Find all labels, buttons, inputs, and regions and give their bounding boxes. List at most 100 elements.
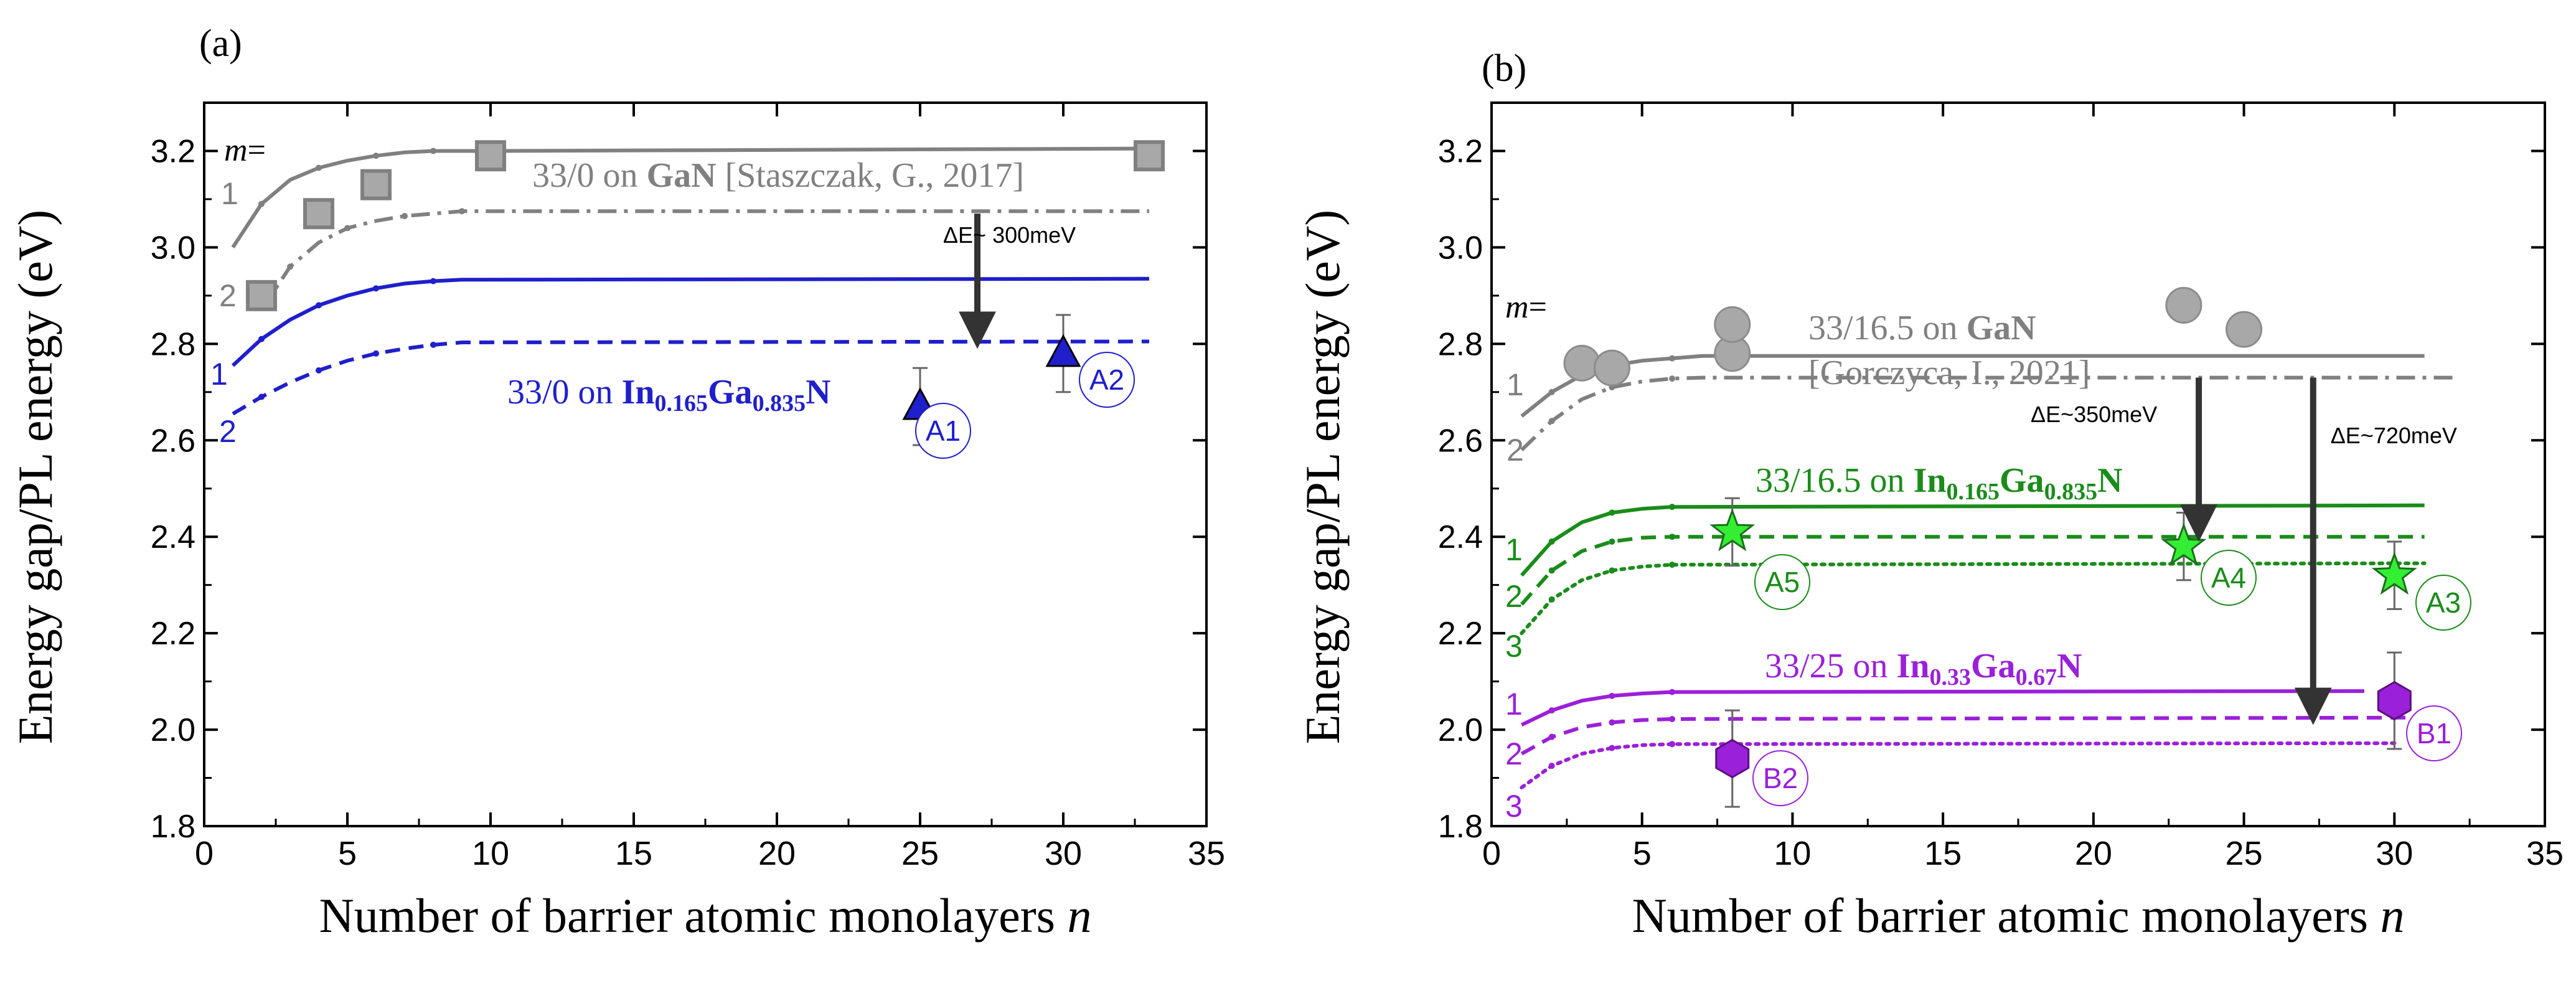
x-tick-label: 10	[1774, 835, 1811, 872]
calc-point	[258, 336, 265, 342]
series-line-m3	[1520, 741, 2397, 789]
delta-e-label: ΔE~ 300meV	[943, 222, 1076, 248]
sample-label-circle	[1754, 554, 1810, 610]
data-marker-square	[360, 169, 392, 200]
x-tick-label: 0	[195, 835, 214, 872]
sample-label: A1	[926, 415, 961, 447]
series-m-label: 2	[1505, 579, 1523, 614]
calc-point	[1548, 538, 1555, 545]
x-tick-label: 15	[615, 835, 652, 872]
series-line-m2	[1520, 375, 2455, 451]
x-tick-label: 0	[1482, 835, 1501, 872]
series-m-label: 1	[1505, 532, 1523, 567]
x-tick-label: 20	[758, 835, 796, 872]
series-m-label: 1	[221, 176, 238, 211]
sample-label: A3	[2426, 586, 2461, 619]
calc-point	[402, 213, 408, 220]
data-marker-hexagon	[1715, 738, 1750, 779]
calc-point	[430, 278, 436, 285]
m-label: m=	[1505, 289, 1547, 325]
sample-label: A5	[1765, 566, 1800, 598]
y-tick-label: 2.4	[151, 519, 195, 555]
calc-point	[373, 350, 379, 357]
calc-point	[287, 263, 293, 270]
sample-label: A2	[1089, 364, 1124, 396]
y-tick-label: 2.6	[151, 423, 195, 459]
x-tick-label: 20	[2075, 835, 2112, 872]
delta-e-label: ΔE~350meV	[2031, 402, 2157, 427]
y-tick-label: 2.0	[1438, 712, 1483, 748]
group-label: 33/16.5 on In0.165​Ga0.835​N	[1756, 461, 2123, 505]
x-tick-label: 5	[1633, 835, 1652, 872]
calc-point	[316, 302, 322, 309]
calc-point	[1609, 745, 1615, 751]
y-axis-label: Energy gap/PL energy (eV)	[8, 210, 62, 744]
sample-label-circle	[915, 403, 971, 459]
calc-point	[1669, 689, 1676, 695]
x-tick-label: 25	[2226, 835, 2263, 872]
x-tick-label: 35	[1188, 835, 1225, 872]
x-axis-label: Number of barrier atomic monolayers n	[319, 888, 1091, 943]
series-group: 1 2 3 33/25 on In0.33​Ga0.67​N	[1505, 647, 2425, 824]
series-m-label: 2	[1505, 736, 1523, 771]
sample-label-circle	[2415, 575, 2471, 631]
series-line-m2	[260, 209, 1149, 311]
sample-label: B1	[2417, 717, 2451, 750]
data-marker-star	[1709, 508, 1756, 552]
calc-point	[1609, 692, 1615, 699]
y-tick-label: 3.2	[151, 133, 195, 169]
series-m-label: 2	[1507, 433, 1524, 468]
y-axis-label: Energy gap/PL energy (eV)	[1295, 210, 1350, 744]
calc-point	[373, 153, 379, 159]
y-tick-label: 2.2	[151, 616, 195, 652]
sample-label-circle	[2201, 550, 2257, 606]
data-marker-triangle	[1045, 334, 1081, 367]
series-line-m3	[1520, 561, 2427, 636]
calc-point	[1548, 388, 1555, 395]
delta-e-label: ΔE~720meV	[2331, 423, 2457, 448]
x-tick-label: 15	[1924, 835, 1962, 872]
calc-point	[316, 367, 322, 374]
y-tick-label: 2.8	[1438, 326, 1483, 362]
y-tick-label: 1.8	[1438, 809, 1483, 845]
series-line-m2	[1520, 535, 2425, 606]
series-m-label: 1	[1505, 687, 1523, 722]
y-tick-label: 2.0	[151, 712, 195, 748]
calc-point	[1669, 562, 1676, 568]
group-label-line2: [Gorczyca, I., 2021]	[1808, 354, 2090, 392]
data-marker-star	[2371, 551, 2417, 595]
panel-b: (b) 0 5 10 15 20 25 30 35 1.8 2.0 2.2 2.4 2.6 2.8 3.0 3.…	[1295, 47, 2564, 943]
x-tick-label: 30	[1045, 835, 1082, 872]
y-tick-label: 2.4	[1438, 519, 1483, 555]
calc-point	[258, 200, 265, 207]
sample-label-circle	[1079, 352, 1135, 408]
series-line-m2	[232, 339, 1150, 416]
series-line-m1	[231, 276, 1150, 367]
data-marker-circle	[1714, 306, 1751, 343]
x-tick-label: 35	[2526, 835, 2564, 872]
calc-point	[1669, 504, 1676, 510]
group-label: 33/0 on GaN [Staszczak, G., 2017]	[532, 156, 1024, 195]
calc-point	[1548, 418, 1555, 425]
series-group: 1 2 33/0 on GaN [Staszczak, G., 2017]	[219, 140, 1165, 313]
x-tick-label: 5	[338, 835, 357, 872]
data-marker-square	[1134, 140, 1165, 172]
y-tick-label: 3.0	[151, 230, 195, 266]
data-marker-square	[475, 140, 506, 172]
calc-point	[1669, 716, 1676, 723]
calc-point	[258, 393, 265, 400]
data-marker-circle	[1593, 349, 1630, 387]
series-m-label: 3	[1505, 789, 1523, 824]
m-label: m=	[224, 133, 266, 168]
group-label: 33/25 on In0.33​Ga0.67​N	[1765, 647, 2082, 690]
calc-point	[1548, 763, 1555, 769]
series-m-label: 3	[1505, 629, 1523, 664]
data-marker-square	[246, 280, 277, 311]
y-tick-label: 1.8	[151, 809, 195, 845]
y-tick-label: 3.2	[1438, 133, 1483, 169]
series-group: 1 2 33/0 on In0.165​Ga0.835​N	[210, 276, 1150, 449]
calc-point	[373, 285, 379, 292]
calc-point	[430, 148, 436, 154]
calc-point	[1669, 375, 1676, 382]
